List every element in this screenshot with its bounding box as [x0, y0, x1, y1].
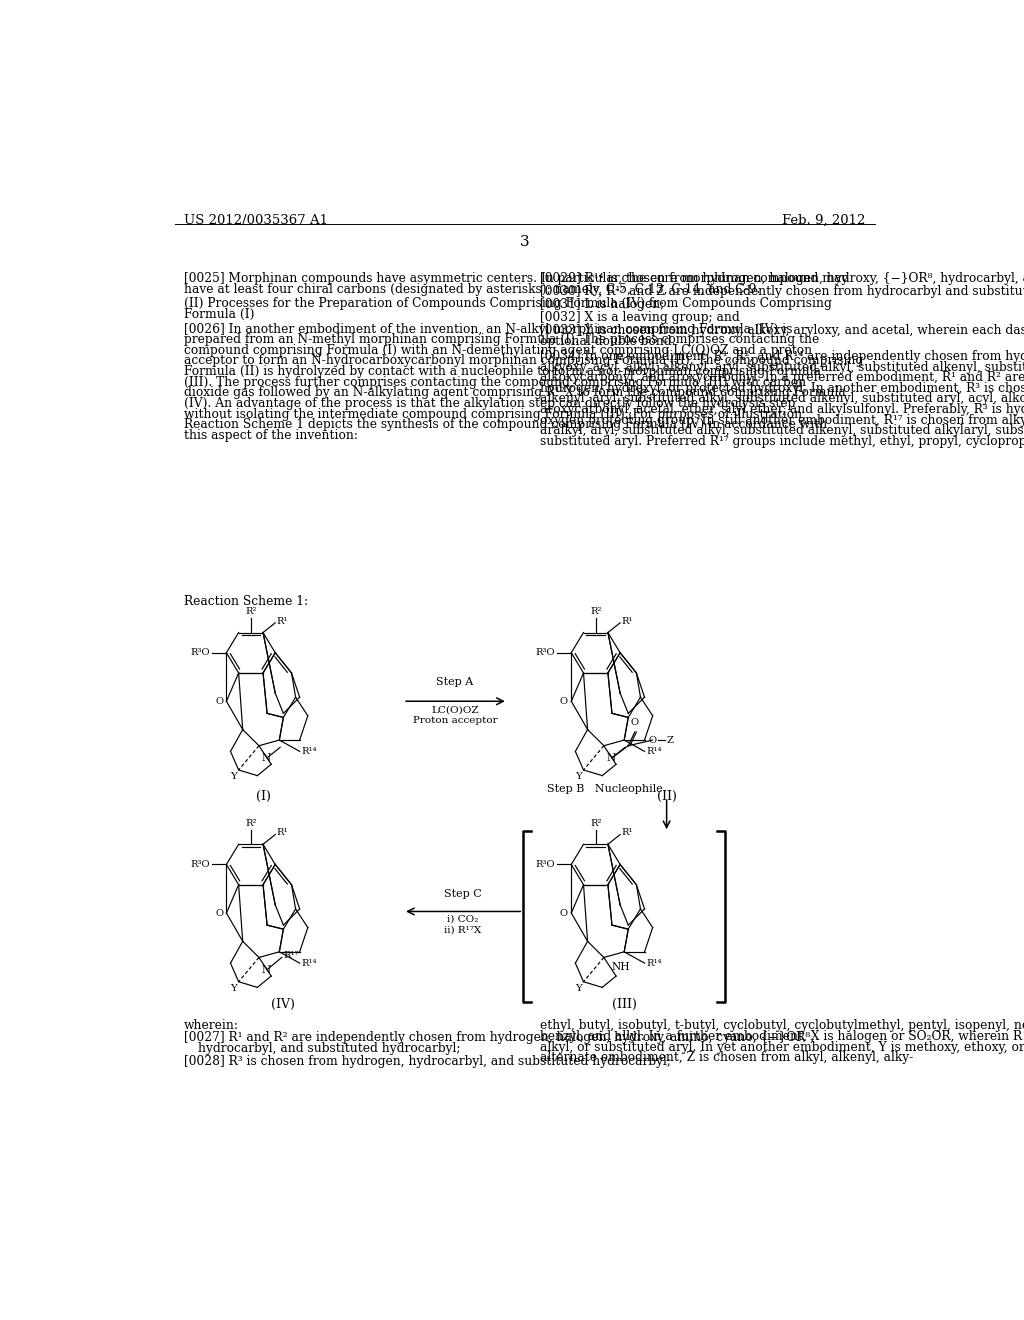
- Text: [0029] R¹⁴ is chosen from hydrogen, halogen, hydroxy, {−}OR⁸, hydrocarbyl, and s: [0029] R¹⁴ is chosen from hydrogen, halo…: [541, 272, 1024, 285]
- Text: O: O: [215, 908, 223, 917]
- Text: Step A: Step A: [436, 677, 474, 688]
- Text: R¹⁴: R¹⁴: [301, 747, 316, 756]
- Text: hydrogen, hydroxyl, or protected hydroxyl. In another embodiment, R³ is chosen f: hydrogen, hydroxyl, or protected hydroxy…: [541, 381, 1024, 395]
- Text: [0027] R¹ and R² are independently chosen from hydrogen, halogen, hydroxy, amino: [0027] R¹ and R² are independently chose…: [183, 1031, 814, 1044]
- Text: i) CO₂: i) CO₂: [447, 915, 478, 924]
- Text: alternate embodiment, Z is chosen from alkyl, alkenyl, alky-: alternate embodiment, Z is chosen from a…: [541, 1051, 913, 1064]
- Text: Reaction Scheme 1:: Reaction Scheme 1:: [183, 595, 308, 609]
- Text: [0030] R⁸, R¹⁷ and Z are independently chosen from hydrocarbyl and substituted h: [0030] R⁸, R¹⁷ and Z are independently c…: [541, 285, 1024, 298]
- Text: (IV). An advantage of the process is that the alkylation step can directly follo: (IV). An advantage of the process is tha…: [183, 397, 796, 411]
- Text: R¹⁴: R¹⁴: [301, 958, 316, 968]
- Text: R¹⁴: R¹⁴: [646, 958, 662, 968]
- Text: Y: Y: [230, 772, 237, 781]
- Text: ethyl, butyl, isobutyl, t-butyl, cyclobutyl, cyclobutylmethyl, pentyl, isopenyl,: ethyl, butyl, isobutyl, t-butyl, cyclobu…: [541, 1019, 1024, 1032]
- Text: R²: R²: [590, 607, 601, 616]
- Text: optional double bond.: optional double bond.: [541, 335, 676, 347]
- Text: O: O: [560, 697, 568, 706]
- Text: (II): (II): [656, 789, 677, 803]
- Text: (II) Processes for the Preparation of Compounds Comprising Formula (IV) from Com: (II) Processes for the Preparation of Co…: [183, 297, 831, 310]
- Text: prepared from an N-methyl morphinan comprising Formula (I). The process comprise: prepared from an N-methyl morphinan comp…: [183, 333, 819, 346]
- Text: R¹⁴: R¹⁴: [646, 747, 662, 756]
- Text: alkenyl, aryl, substituted alkyl, substituted alkenyl, substituted aryl, acyl, a: alkenyl, aryl, substituted alkyl, substi…: [541, 392, 1024, 405]
- Text: 3: 3: [520, 235, 529, 249]
- Text: Feb. 9, 2012: Feb. 9, 2012: [782, 214, 866, 227]
- Text: R³O: R³O: [536, 648, 555, 657]
- Text: N: N: [261, 965, 270, 974]
- Text: [0034] In one embodiment, R¹, R², and R¹⁴ are independently chosen from hydrogen: [0034] In one embodiment, R¹, R², and R¹…: [541, 350, 1024, 363]
- Text: Step C: Step C: [444, 890, 481, 899]
- Text: alkyl, or substituted aryl. In yet another embodiment, Y is methoxy, ethoxy, or : alkyl, or substituted aryl. In yet anoth…: [541, 1040, 1024, 1053]
- Text: [0028] R³ is chosen from hydrogen, hydrocarbyl, and substituted hydrocarbyl;: [0028] R³ is chosen from hydrogen, hydro…: [183, 1055, 671, 1068]
- Text: wherein:: wherein:: [183, 1019, 239, 1032]
- Text: N: N: [261, 752, 270, 763]
- Text: alkoxycarbonyl, and aroxycarbonyl. In a preferred embodiment, R¹ and R² are hydr: alkoxycarbonyl, and aroxycarbonyl. In a …: [541, 371, 1024, 384]
- Text: [0032] X is a leaving group; and: [0032] X is a leaving group; and: [541, 312, 740, 325]
- Text: R¹: R¹: [622, 829, 633, 837]
- Text: Y: Y: [575, 983, 582, 993]
- Text: (III): (III): [611, 998, 637, 1011]
- Text: R²: R²: [245, 820, 257, 828]
- Text: without isolating the intermediate compound comprising Formula (III). For purpos: without isolating the intermediate compo…: [183, 408, 806, 421]
- Text: (I): (I): [256, 789, 271, 803]
- Text: Formula (II) is hydrolyzed by contact with a nucleophile to form a nor-morphinan: Formula (II) is hydrolyzed by contact wi…: [183, 366, 821, 378]
- Text: R²: R²: [590, 820, 601, 828]
- Text: acceptor to form an N-hydrocarboxycarbonyl morphinan comprising Formula (II). Th: acceptor to form an N-hydrocarboxycarbon…: [183, 355, 863, 367]
- Text: US 2012/0035367 A1: US 2012/0035367 A1: [183, 214, 328, 227]
- Text: O: O: [648, 735, 656, 744]
- Text: Formula (I): Formula (I): [183, 308, 254, 321]
- Text: O: O: [215, 697, 223, 706]
- Text: compound comprising Formula (I) with an N-demethylating agent comprising LC(O)OZ: compound comprising Formula (I) with an …: [183, 343, 812, 356]
- Text: hydrocarbyl, and substituted hydrocarbyl;: hydrocarbyl, and substituted hydrocarbyl…: [198, 1041, 460, 1055]
- Text: (III). The process further comprises contacting the compound comprising Formula : (III). The process further comprises con…: [183, 376, 806, 388]
- Text: NH: NH: [612, 962, 631, 972]
- Text: O: O: [631, 718, 639, 727]
- Text: alkyoxy, acyl, alkyl, alkenyl, aryl, substituted alkyl, substituted alkenyl, sub: alkyoxy, acyl, alkyl, alkenyl, aryl, sub…: [541, 360, 1024, 374]
- Text: Reaction Scheme 1 depicts the synthesis of the compound comprising Formula (IV) : Reaction Scheme 1 depicts the synthesis …: [183, 418, 827, 432]
- Text: Z: Z: [667, 735, 674, 744]
- Text: R¹: R¹: [276, 829, 289, 837]
- Text: LC(O)OZ: LC(O)OZ: [431, 705, 479, 714]
- Text: [0026] In another embodiment of the invention, an N-alkyl morphinan comprising F: [0026] In another embodiment of the inve…: [183, 322, 793, 335]
- Text: oxygen protecting group. In still another embodiment, R¹⁷ is chosen from alkyl, : oxygen protecting group. In still anothe…: [541, 413, 1024, 426]
- Text: [0033] Y is chosen from hydroxy, alkoxy, aryloxy, and acetal, wherein each dashe: [0033] Y is chosen from hydroxy, alkoxy,…: [541, 325, 1024, 337]
- Text: N: N: [606, 752, 615, 763]
- Text: R¹: R¹: [276, 616, 289, 626]
- Text: aralkyl, aryl, substituted alkyl, substituted alkenyl, substituted alkylaryl, su: aralkyl, aryl, substituted alkyl, substi…: [541, 424, 1024, 437]
- Text: substituted aryl. Preferred R¹⁷ groups include methyl, ethyl, propyl, cyclopropy: substituted aryl. Preferred R¹⁷ groups i…: [541, 436, 1024, 447]
- Text: aroxycarbonyl, acetal, ether, silyl ether, and alkylsulfonyl. Preferably, R³ is : aroxycarbonyl, acetal, ether, silyl ethe…: [541, 403, 1024, 416]
- Text: R¹: R¹: [622, 616, 633, 626]
- Text: dioxide gas followed by an N-alkylating agent comprising R¹⁷X to form the compou: dioxide gas followed by an N-alkylating …: [183, 387, 846, 400]
- Text: O: O: [560, 908, 568, 917]
- Text: Y: Y: [575, 772, 582, 781]
- Text: [0025] Morphinan compounds have asymmetric centers. In particular, the core morp: [0025] Morphinan compounds have asymmetr…: [183, 272, 848, 285]
- Text: R³O: R³O: [536, 861, 555, 869]
- Text: R³O: R³O: [190, 648, 210, 657]
- Text: Y: Y: [230, 983, 237, 993]
- Text: have at least four chiral carbons (designated by asterisks); namely, C-5, C-13, : have at least four chiral carbons (desig…: [183, 282, 760, 296]
- Text: ii) R¹⁷X: ii) R¹⁷X: [444, 925, 481, 935]
- Text: R¹⁷: R¹⁷: [284, 952, 299, 961]
- Text: R³O: R³O: [190, 861, 210, 869]
- Text: (IV): (IV): [271, 998, 295, 1011]
- Text: benzyl, and allyl. In a further embodiment, X is halogen or SO₂OR, wherein R is : benzyl, and allyl. In a further embodime…: [541, 1030, 1024, 1043]
- Text: [0031] L is halogen;: [0031] L is halogen;: [541, 298, 665, 312]
- Text: Step B   Nucleophile: Step B Nucleophile: [547, 784, 663, 793]
- Text: this aspect of the invention:: this aspect of the invention:: [183, 429, 357, 442]
- Text: R²: R²: [245, 607, 257, 616]
- Text: Proton acceptor: Proton acceptor: [413, 715, 498, 725]
